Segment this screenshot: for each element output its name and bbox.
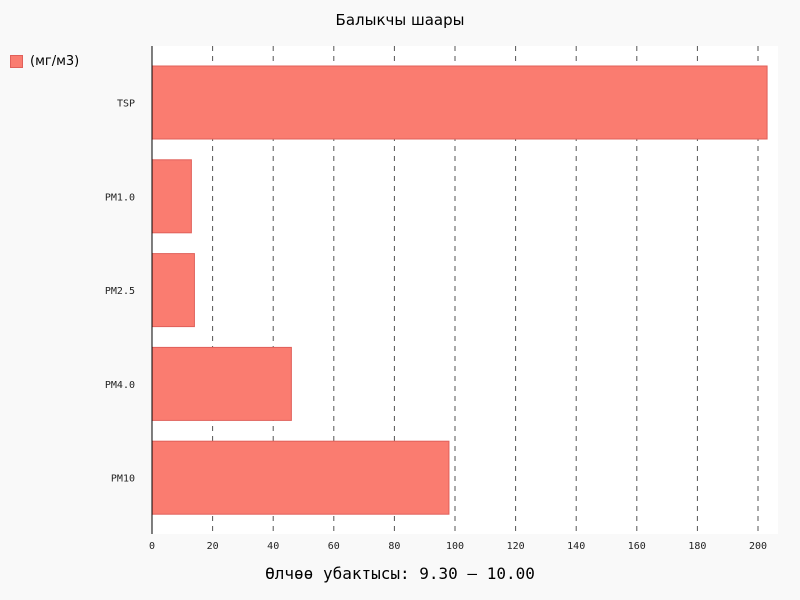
x-tick-label: 100 (446, 541, 464, 552)
y-category-label: PM2.5 (105, 286, 135, 297)
x-tick-label: 120 (507, 541, 525, 552)
chart-title: Балыкчы шаары (335, 11, 465, 29)
bar-pm2-5 (151, 253, 195, 328)
x-tick-label: 200 (749, 541, 767, 552)
bar-pm4-0 (151, 346, 292, 421)
y-category-labels: TSP PM1.0 PM2.5 PM4.0 PM10 (105, 99, 135, 485)
y-category-label: TSP (117, 99, 135, 110)
x-tick-label: 40 (267, 541, 279, 552)
x-tick-label: 0 (149, 541, 155, 552)
x-tick-label: 80 (388, 541, 400, 552)
bars (151, 65, 768, 515)
x-tick-label: 160 (628, 541, 646, 552)
x-tick-label: 20 (207, 541, 219, 552)
bar-pm1-0 (151, 159, 192, 234)
x-tick-label: 140 (567, 541, 585, 552)
legend: (мг/м3) (10, 54, 79, 69)
legend-label: (мг/м3) (30, 54, 80, 69)
x-tick-label: 180 (688, 541, 706, 552)
x-tick-label: 60 (328, 541, 340, 552)
bar-tsp (151, 65, 768, 140)
x-tick-labels: 0 20 40 60 80 100 120 140 160 180 200 (149, 541, 767, 552)
x-axis-title: Өлчөө убактысы: 9.30 – 10.00 (265, 564, 535, 583)
y-category-label: PM4.0 (105, 380, 135, 391)
y-category-label: PM1.0 (105, 192, 135, 203)
bar-pm10 (151, 440, 450, 515)
y-category-label: PM10 (111, 474, 135, 485)
legend-swatch (10, 55, 23, 68)
